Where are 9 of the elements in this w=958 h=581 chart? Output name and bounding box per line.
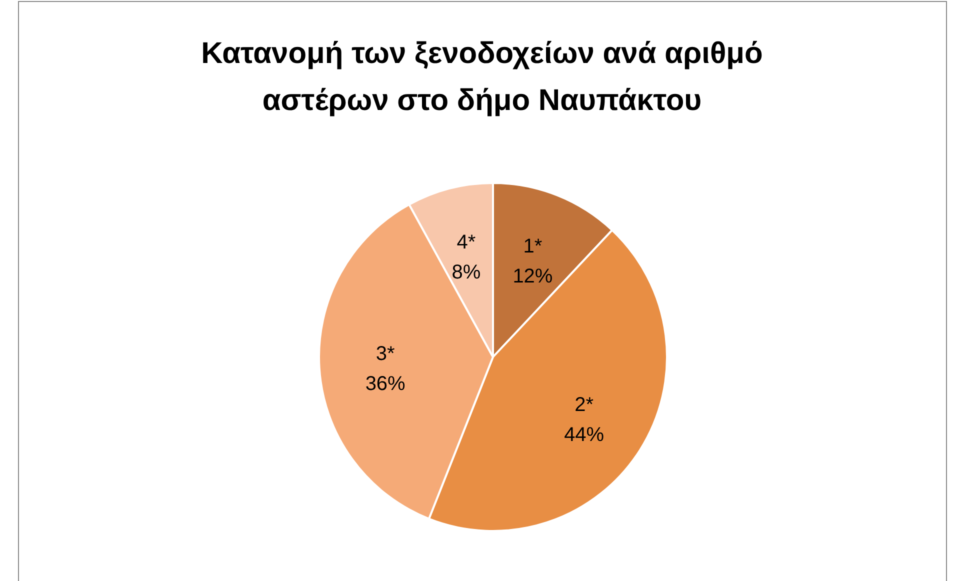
data-label: 8% (452, 262, 481, 284)
slice-label: 1* (523, 236, 542, 258)
slice-label: 2* (574, 394, 594, 416)
data-label: 36% (365, 372, 406, 395)
slice-label: 4* (456, 232, 476, 254)
slice-label: 3* (376, 342, 396, 365)
data-label: 12% (512, 266, 553, 288)
data-label: 44% (564, 424, 604, 446)
chart-title: Κατανομή των ξενοδοχείων ανά αριθμό αστέρων στο δήμο Ναυπάκτου (200, 36, 764, 119)
